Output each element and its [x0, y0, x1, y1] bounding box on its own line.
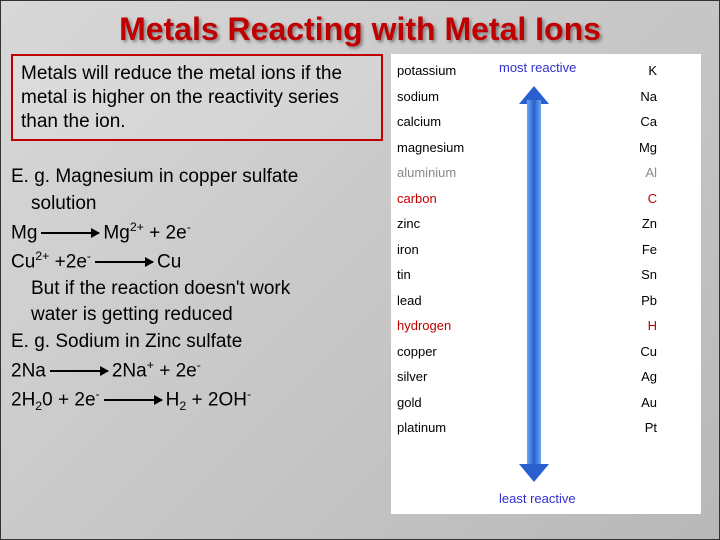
- element-symbol: Sn: [627, 267, 657, 282]
- series-row: iron Fe: [397, 237, 695, 263]
- element-symbol: Pb: [627, 293, 657, 308]
- element-symbol: Ca: [627, 114, 657, 129]
- equation-4: 2H20 + 2e-H2 + 2OH-: [11, 386, 383, 414]
- series-row: lead Pb: [397, 288, 695, 314]
- element-symbol: Pt: [627, 420, 657, 435]
- element-name: potassium: [397, 63, 487, 78]
- element-name: lead: [397, 293, 487, 308]
- element-symbol: H: [627, 318, 657, 333]
- example-text: E. g. Magnesium in copper sulfate soluti…: [11, 165, 383, 414]
- series-row: gold Au: [397, 390, 695, 416]
- eg1-line1: E. g. Magnesium in copper sulfate: [11, 165, 383, 190]
- element-name: gold: [397, 395, 487, 410]
- reaction-arrow-icon: [41, 232, 99, 234]
- series-row: aluminium Al: [397, 160, 695, 186]
- element-symbol: K: [627, 63, 657, 78]
- reaction-arrow-icon: [50, 370, 108, 372]
- element-symbol: Mg: [627, 140, 657, 155]
- note-line1: But if the reaction doesn't work: [11, 277, 383, 302]
- element-symbol: Zn: [627, 216, 657, 231]
- reaction-arrow-icon: [104, 399, 162, 401]
- element-symbol: Au: [627, 395, 657, 410]
- series-list: potassium Ksodium Na calcium Ca magnesium Mg al…: [397, 58, 695, 441]
- element-name: carbon: [397, 191, 487, 206]
- series-row: hydrogen H: [397, 313, 695, 339]
- series-row: tin Sn: [397, 262, 695, 288]
- eg1-line1b: solution: [11, 192, 383, 217]
- element-name: silver: [397, 369, 487, 384]
- series-row: calcium Ca: [397, 109, 695, 135]
- element-symbol: Cu: [627, 344, 657, 359]
- reaction-arrow-icon: [95, 261, 153, 263]
- left-column: Metals will reduce the metal ions if the…: [11, 54, 391, 514]
- equation-3: 2Na2Na+ + 2e-: [11, 357, 383, 384]
- least-reactive-label: least reactive: [499, 491, 576, 506]
- series-row: silver Ag: [397, 364, 695, 390]
- series-row: zinc Zn: [397, 211, 695, 237]
- eg2-line: E. g. Sodium in Zinc sulfate: [11, 330, 383, 355]
- element-name: zinc: [397, 216, 487, 231]
- element-name: calcium: [397, 114, 487, 129]
- reactivity-series: most reactive least reactive potassium Ks…: [391, 54, 701, 514]
- most-reactive-label: most reactive: [499, 60, 576, 75]
- element-name: iron: [397, 242, 487, 257]
- element-symbol: Fe: [627, 242, 657, 257]
- element-name: aluminium: [397, 165, 487, 180]
- element-name: platinum: [397, 420, 487, 435]
- page-title: Metals Reacting with Metal Ions: [1, 1, 719, 54]
- element-name: hydrogen: [397, 318, 487, 333]
- element-symbol: C: [627, 191, 657, 206]
- content-area: Metals will reduce the metal ions if the…: [1, 54, 719, 514]
- reactivity-arrow-icon: [523, 86, 545, 482]
- element-name: tin: [397, 267, 487, 282]
- series-row: copper Cu: [397, 339, 695, 365]
- element-symbol: Ag: [627, 369, 657, 384]
- element-name: copper: [397, 344, 487, 359]
- note-line2: water is getting reduced: [11, 303, 383, 328]
- element-symbol: Al: [627, 165, 657, 180]
- equation-1: MgMg2+ + 2e-: [11, 219, 383, 246]
- element-name: magnesium: [397, 140, 487, 155]
- series-row: carbon C: [397, 186, 695, 212]
- equation-2: Cu2+ +2e-Cu: [11, 248, 383, 275]
- element-name: sodium: [397, 89, 487, 104]
- series-row: platinum Pt: [397, 415, 695, 441]
- series-row: magnesium Mg: [397, 135, 695, 161]
- intro-box: Metals will reduce the metal ions if the…: [11, 54, 383, 141]
- element-symbol: Na: [627, 89, 657, 104]
